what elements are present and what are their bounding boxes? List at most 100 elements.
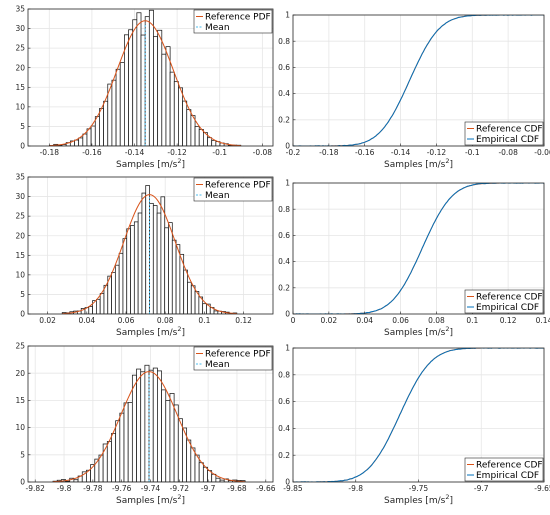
- x-tick-label: -9.85: [283, 484, 303, 493]
- chart-hist-z: -9.82 -9.8 -9.78 -9.76 -9.74 -9.72 -9.7 -9.68 -9…: [15, 342, 275, 506]
- x-tick-label: 0.04: [78, 316, 95, 325]
- x-tick-label: -9.68: [227, 484, 247, 493]
- legend-box: [464, 121, 544, 146]
- x-tick-label: 0.08: [157, 316, 174, 325]
- histogram-bar: [144, 364, 150, 482]
- histogram-bar: [136, 368, 142, 482]
- histogram-bar: [149, 202, 154, 314]
- y-tick-label: 0: [20, 310, 25, 319]
- histogram-bar: [152, 367, 158, 482]
- histogram-bar: [171, 239, 177, 314]
- x-axis-label-end: ]: [449, 328, 453, 338]
- histogram-bar: [207, 137, 213, 146]
- legend-label-2: Mean: [205, 191, 230, 201]
- x-axis-label-text: Samples [m/s: [116, 160, 178, 170]
- histogram-bar: [126, 228, 131, 314]
- y-tick-label: 15: [15, 251, 25, 260]
- x-tick-label: -9.78: [83, 484, 103, 493]
- x-axis-label: Samples [m/s2]: [384, 325, 453, 338]
- x-axis-label-sup: 2: [445, 325, 449, 333]
- y-tick-label: 1: [285, 11, 290, 20]
- y-tick-label: 0: [285, 310, 290, 319]
- axes-box: [27, 8, 274, 147]
- histogram-bar: [111, 271, 116, 314]
- histogram-bar: [119, 62, 125, 146]
- x-tick-label: -9.8: [57, 484, 72, 493]
- x-tick-label: -0.18: [40, 148, 60, 157]
- x-axis-label-text: Samples [m/s: [116, 496, 178, 506]
- histogram-bar: [96, 298, 101, 314]
- x-tick-label: -9.74: [141, 484, 161, 493]
- x-tick-label: -9.72: [170, 484, 190, 493]
- x-tick-label: 0.04: [356, 316, 373, 325]
- plot-layer: [52, 364, 246, 482]
- histogram-bar: [111, 433, 117, 482]
- legend-label-1: Reference PDF: [205, 13, 271, 23]
- y-tick-label: 15: [15, 396, 25, 405]
- histogram-bar: [177, 418, 183, 482]
- x-tick-label: -0.1: [465, 148, 480, 157]
- legend-label-2: Empirical CDF: [476, 135, 539, 145]
- histogram-bar: [190, 285, 196, 314]
- x-tick-label: -9.65: [534, 484, 550, 493]
- legend-box: [464, 289, 544, 314]
- axes-box: [292, 182, 545, 315]
- y-tick-label: 20: [15, 63, 25, 72]
- histogram-bar: [128, 29, 134, 146]
- x-tick-label: -0.16: [82, 148, 102, 157]
- legend-label-1: Reference CDF: [476, 461, 543, 471]
- y-tick-label: 0.8: [278, 370, 290, 379]
- y-tick-label: 0.2: [278, 115, 290, 124]
- y-tick-label: 10: [15, 270, 25, 279]
- histogram-bar: [133, 221, 139, 314]
- x-axis-label-text: Samples [m/s: [116, 328, 178, 338]
- x-tick-label: -0.14: [391, 148, 411, 157]
- histogram-bar: [118, 252, 124, 314]
- x-tick-label: -0.08: [253, 148, 273, 157]
- histogram-bar: [186, 109, 192, 146]
- histogram-bar: [130, 225, 135, 314]
- histogram-bar: [86, 128, 92, 146]
- x-axis-label: Samples [m/s2]: [384, 157, 453, 170]
- y-tick-label: 0.6: [278, 397, 290, 406]
- histogram-bar: [160, 196, 166, 314]
- y-tick-label: 35: [15, 5, 25, 14]
- y-tick-label: 10: [15, 423, 25, 432]
- histogram-bar: [115, 420, 121, 482]
- histogram-bar: [190, 115, 196, 146]
- reference-pdf-line: [49, 20, 241, 146]
- x-axis-label-end: ]: [181, 496, 185, 506]
- histogram-bar: [122, 238, 128, 314]
- histogram-bar: [182, 100, 188, 146]
- histogram-bar: [103, 100, 109, 146]
- x-axis-label-end: ]: [181, 328, 185, 338]
- x-tick-label: -0.16: [355, 148, 375, 157]
- histogram-bar: [153, 36, 159, 146]
- chart-hist-y: 0.02 0.04 0.06 0.08 0.1 0.12 0 5 10 15 20 25 30 35 Sam…: [15, 173, 274, 338]
- legend-box: [193, 346, 273, 371]
- y-tick-label: 0.8: [278, 205, 290, 214]
- histogram-bar: [90, 125, 96, 146]
- x-tick-label: 0.08: [428, 316, 445, 325]
- x-tick-label: -9.7: [201, 484, 216, 493]
- histogram-bar: [168, 222, 173, 314]
- histogram-bar: [173, 81, 179, 146]
- x-tick-label: 0.06: [118, 316, 135, 325]
- y-tick-label: 0.4: [278, 257, 290, 266]
- histogram-bar: [183, 269, 188, 314]
- histogram-bar: [140, 34, 146, 146]
- x-tick-label: -0.2: [286, 148, 301, 157]
- histogram-bar: [115, 68, 121, 146]
- plot-layer: [49, 9, 242, 146]
- reference-pdf-line: [52, 371, 246, 482]
- chart-cdf-y: 0 0.02 0.04 0.06 0.08 0.1 0.12 0.14 0 0.2 0.4 0.6 0.…: [278, 179, 550, 338]
- x-tick-label: 0.12: [500, 316, 517, 325]
- histogram-bar: [175, 244, 181, 314]
- x-axis-label-sup: 2: [445, 493, 449, 501]
- histogram-bar: [194, 125, 200, 146]
